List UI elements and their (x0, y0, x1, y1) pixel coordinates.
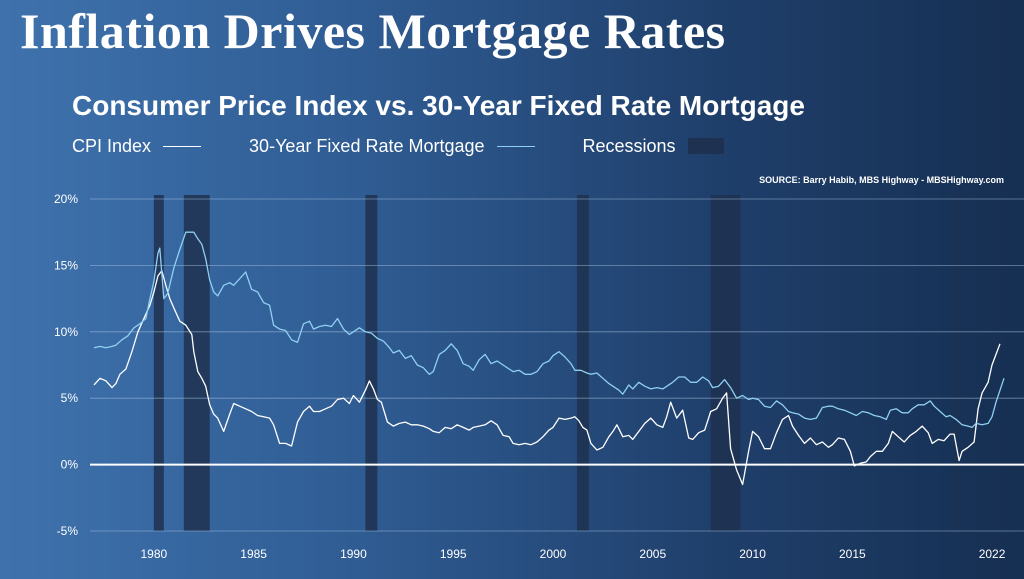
recession-band-5 (954, 195, 959, 531)
y-tick-label-1: 15% (54, 258, 78, 272)
legend-label-mortgage: 30-Year Fixed Rate Mortgage (249, 135, 485, 156)
recession-band-0 (153, 195, 164, 531)
legend-item-cpi: CPI Index (72, 135, 202, 157)
x-tick-label-4: 2000 (540, 547, 567, 561)
recession-band-2 (365, 195, 378, 531)
y-tick-label-4: 0% (61, 458, 79, 472)
x-tick-label-2: 1990 (340, 547, 367, 561)
x-tick-label-6: 2010 (739, 547, 766, 561)
x-tick-label-8: 2022 (979, 547, 1006, 561)
legend-swatch-recessions (687, 138, 724, 154)
x-tick-label-7: 2015 (839, 547, 866, 561)
legend-label-cpi: CPI Index (72, 135, 152, 156)
recession-bands (153, 195, 959, 531)
y-axis-labels: 20% 15% 10% 5% 0% -5% (54, 192, 78, 538)
y-tick-label-0: 20% (54, 192, 78, 206)
legend-swatch-cpi (163, 145, 202, 147)
chart-legend: CPI Index 30-Year Fixed Rate Mortgage Re… (72, 134, 772, 158)
cpi-line (93, 270, 1001, 486)
grid-lines (90, 198, 1024, 532)
legend-label-recessions: Recessions (582, 135, 676, 156)
x-tick-label-3: 1995 (440, 547, 467, 561)
source-credit: SOURCE: Barry Habib, MBS Highway - MBSHi… (759, 175, 1004, 185)
x-tick-label-0: 1980 (141, 547, 168, 561)
legend-item-mortgage: 30-Year Fixed Rate Mortgage (249, 135, 535, 157)
mortgage-line (93, 231, 1005, 429)
x-tick-label-5: 2005 (639, 547, 666, 561)
recession-band-1 (183, 195, 210, 531)
main-title: Inflation Drives Mortgage Rates (20, 3, 726, 59)
x-axis-labels: 1980 1985 1990 1995 2000 2005 2010 2015 2022 (141, 547, 1006, 561)
x-tick-label-1: 1985 (240, 547, 267, 561)
series-lines (93, 231, 1005, 486)
recession-band-4 (710, 195, 741, 531)
legend-item-recessions: Recessions (583, 136, 724, 157)
recession-band-3 (576, 195, 589, 531)
legend-swatch-mortgage (496, 145, 535, 147)
y-tick-label-3: 5% (61, 391, 79, 405)
y-tick-label-5: -5% (57, 524, 79, 538)
y-tick-label-2: 10% (54, 325, 78, 339)
chart-subtitle: Consumer Price Index vs. 30-Year Fixed R… (72, 90, 805, 121)
